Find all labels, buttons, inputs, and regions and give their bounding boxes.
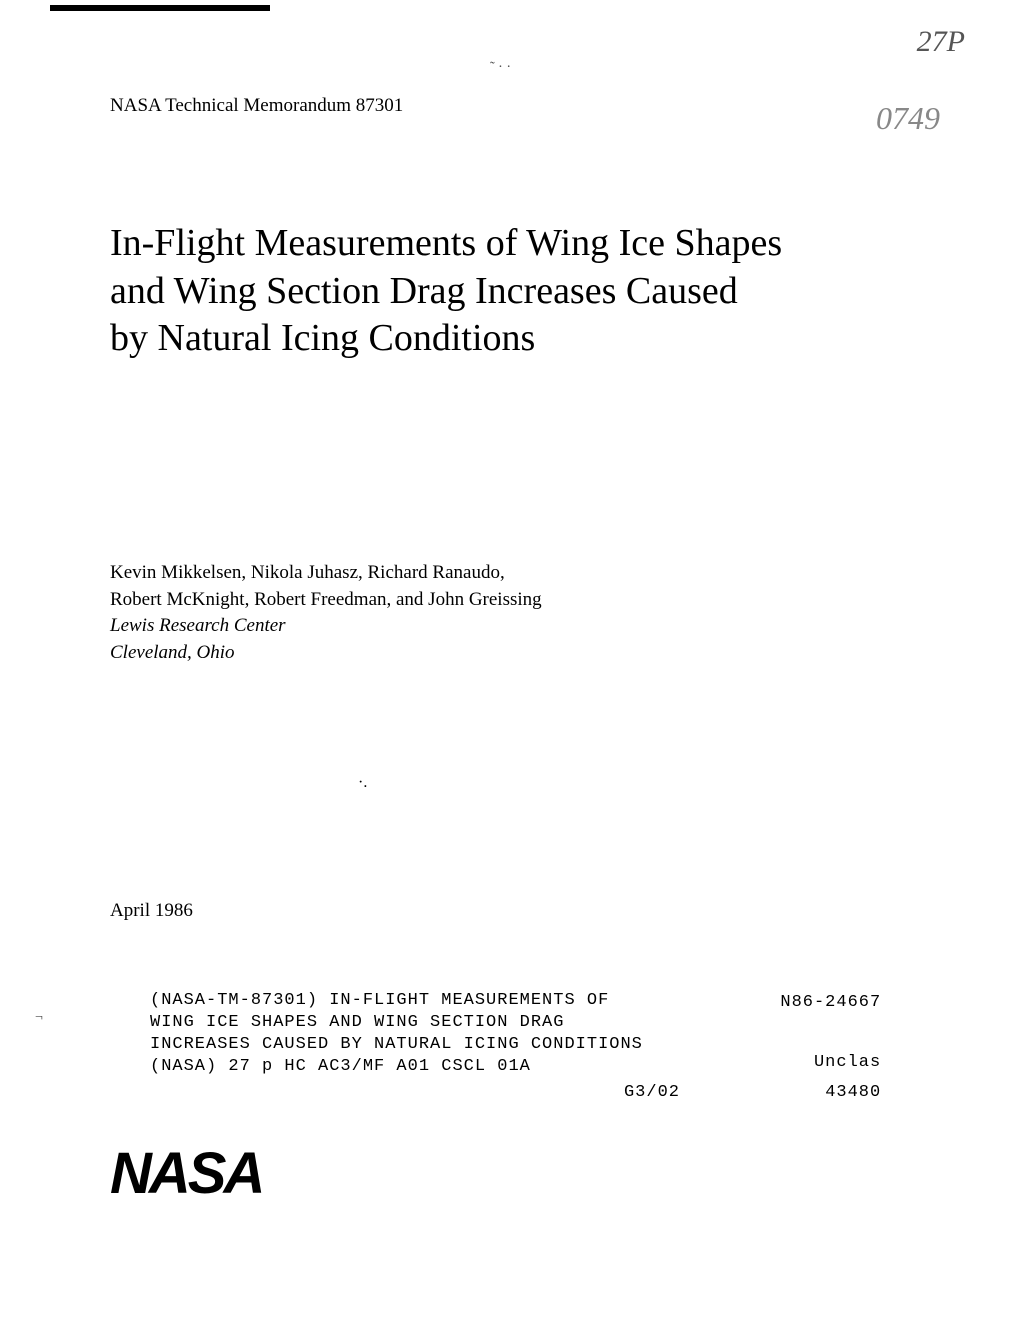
- catalog-line-2: WING ICE SHAPES AND WING SECTION DRAG: [150, 1012, 690, 1034]
- document-title: In-Flight Measurements of Wing Ice Shape…: [110, 220, 930, 363]
- publication-date: April 1986: [110, 900, 193, 922]
- title-line-2: and Wing Section Drag Increases Caused: [110, 268, 930, 316]
- catalog-line-3: INCREASES CAUSED BY NATURAL ICING CONDIT…: [150, 1034, 690, 1056]
- title-line-1: In-Flight Measurements of Wing Ice Shape…: [110, 220, 930, 268]
- top-edge-mark: [50, 5, 270, 11]
- title-line-3: by Natural Icing Conditions: [110, 315, 930, 363]
- memo-number: NASA Technical Memorandum 87301: [110, 95, 403, 117]
- handwritten-annotation-0749: 0749: [876, 100, 940, 137]
- authors-line-1: Kevin Mikkelsen, Nikola Juhasz, Richard …: [110, 560, 542, 587]
- nasa-logo: NASA: [110, 1140, 262, 1207]
- catalog-code-left: G3/02: [150, 1082, 690, 1104]
- catalog-line-4: (NASA) 27 p HC AC3/MF A01 CSCL 01A: [150, 1056, 690, 1078]
- authors-line-2: Robert McKnight, Robert Freedman, and Jo…: [110, 587, 542, 614]
- stray-marks-top: ˜ · ·: [490, 60, 511, 76]
- side-mark: ¬: [35, 1010, 43, 1026]
- catalog-record: (NASA-TM-87301) IN-FLIGHT MEASUREMENTS O…: [150, 990, 930, 1104]
- catalog-line-1: (NASA-TM-87301) IN-FLIGHT MEASUREMENTS O…: [150, 990, 690, 1012]
- handwritten-annotation-27p: 27P: [917, 25, 965, 59]
- stray-dot: ·.: [358, 774, 367, 792]
- authors-block: Kevin Mikkelsen, Nikola Juhasz, Richard …: [110, 560, 542, 666]
- catalog-classification: Unclas: [701, 1052, 881, 1074]
- affiliation-line-2: Cleveland, Ohio: [110, 640, 542, 667]
- catalog-accession: N86-24667: [701, 992, 881, 1014]
- catalog-code-right: 43480: [701, 1082, 881, 1104]
- affiliation-line-1: Lewis Research Center: [110, 613, 542, 640]
